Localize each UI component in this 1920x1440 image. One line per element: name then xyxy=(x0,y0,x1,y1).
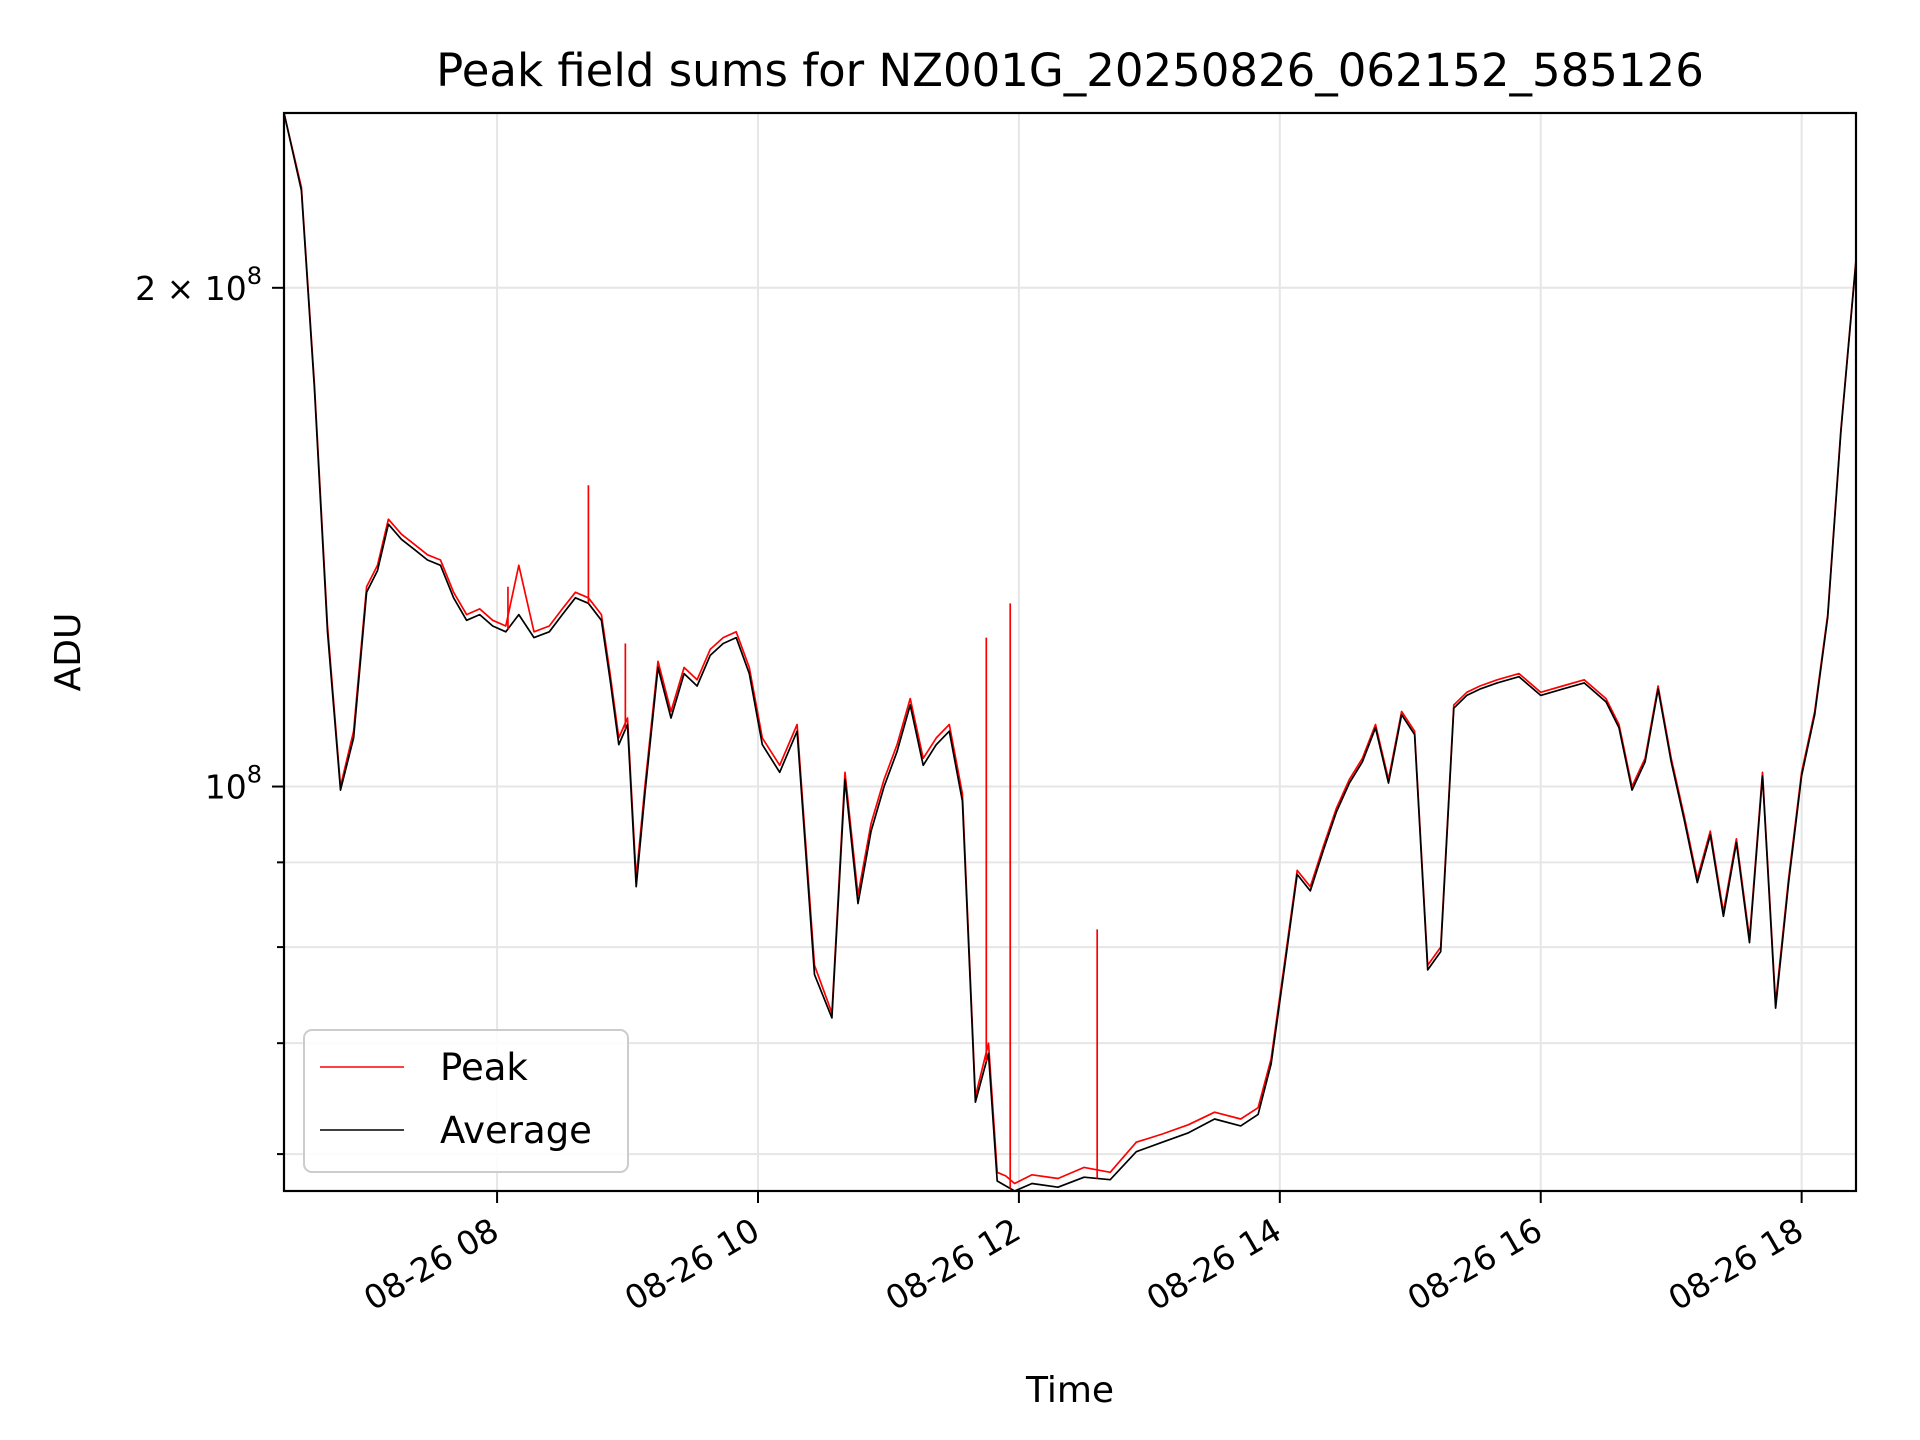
legend: Peak Average xyxy=(303,1029,629,1173)
series-line-average xyxy=(283,112,1857,1192)
y-tick-label: 2 × 108 xyxy=(135,262,262,308)
x-axis-label: Time xyxy=(1025,1370,1114,1411)
legend-box xyxy=(303,1029,629,1173)
plot-frame xyxy=(282,111,1858,1193)
y-tick-label: 108 xyxy=(205,761,262,807)
legend-label-peak: Peak xyxy=(440,1046,528,1089)
chart-title: Peak field sums for NZ001G_20250826_0621… xyxy=(436,44,1704,97)
grid xyxy=(284,113,1856,1191)
series-lines xyxy=(283,112,1857,1192)
y-axis-label: ADU xyxy=(48,613,89,692)
legend-label-average: Average xyxy=(440,1109,592,1152)
